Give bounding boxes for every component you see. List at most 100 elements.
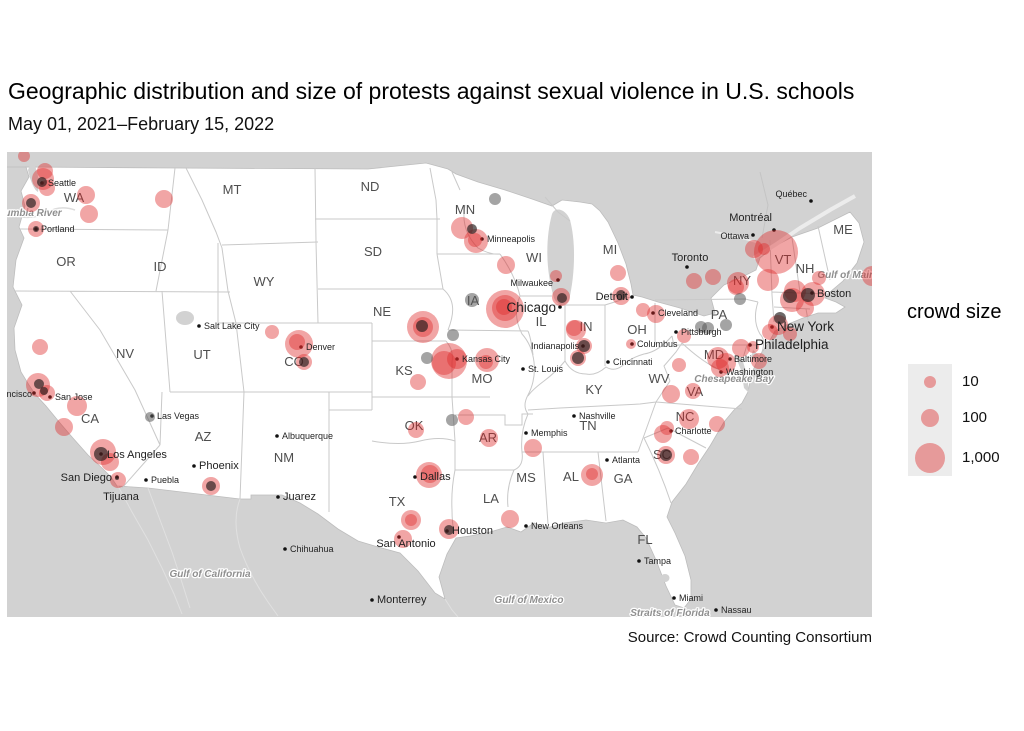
protest-bubble-red [685,383,701,399]
protest-bubble-red [492,295,518,321]
protest-bubble-red [732,339,750,357]
protest-bubble-red [566,320,582,336]
protest-bubble-red [285,330,313,358]
state-label: MT [223,182,242,197]
protest-bubble-red [636,303,650,317]
legend-body: 10 100 1,000 [905,338,1023,498]
city-label: Las Vegas [157,411,200,421]
city-label: Boston [817,288,851,300]
protest-bubble-red [451,217,473,239]
city-label: Detroit [596,291,628,303]
protest-bubble-red [410,374,426,390]
state-label: NY [733,273,751,288]
city-dot [144,478,148,482]
city-dot [192,464,196,468]
city-label: Memphis [531,428,568,438]
protest-bubble-red [401,510,421,530]
city-label: San Diego [61,472,112,484]
protest-bubble-red [18,152,30,162]
city-dot [558,305,562,309]
state-label: LA [483,491,499,506]
city-label: Seattle [48,178,76,188]
protest-bubble-red [80,205,98,223]
protest-bubble-red [716,353,736,373]
city-label: Miami [679,593,703,603]
city-dot [556,278,560,282]
city-label: San Antonio [376,538,435,550]
city-labels-layer: Seattle Portland Salt Lake City Las Vegas Sa… [7,178,851,615]
lake-michigan [547,209,575,305]
city-dot [748,343,752,347]
protest-bubble-red [747,341,759,353]
lake-okeechobee [660,574,670,582]
state-label: NH [796,261,815,276]
city-dot [809,199,813,203]
state-label: ND [361,179,380,194]
protest-bubble-red [754,230,798,274]
protest-bubble-red [745,240,763,258]
city-dot [283,547,287,551]
protest-bubble-dark [444,525,454,535]
city-label: Toronto [672,252,709,264]
map-border-layer [7,166,856,617]
city-dot [276,495,280,499]
city-label: Cleveland [658,308,698,318]
protest-bubble-red [757,269,779,291]
state-label: CA [81,411,99,426]
city-label: Denver [306,342,335,352]
state-label: NC [676,409,695,424]
protest-bubble-red [647,305,665,323]
protest-bubble-red [566,320,586,340]
city-dot [674,330,678,334]
protest-bubble-dark [578,340,590,352]
city-dot [669,429,673,433]
state-label: VT [775,252,792,267]
protest-bubble-dark [801,288,815,302]
protest-bubble-red [486,290,524,328]
state-label: WY [254,274,275,289]
protest-bubble-red [479,355,493,369]
ottawa-river [714,231,757,243]
city-label: Indianapolis [531,341,580,351]
protest-bubble-red [812,271,826,285]
protest-bubble-red [762,324,778,340]
legend-size-label: 1,000 [962,449,1000,466]
protest-bubble-red [862,266,872,286]
protest-bubble-red [610,265,626,281]
protest-bubble-dark [33,226,39,232]
city-dot [772,228,776,232]
city-label: Dallas [420,471,451,483]
protest-bubble-red [289,334,305,350]
city-dot [455,357,459,361]
city-label: Columbus [637,339,678,349]
protest-bubble-red [496,299,512,315]
protest-bubble-dark [660,449,672,461]
city-label: San Francisco [7,389,32,399]
city-label: New Orleans [531,521,584,531]
protest-bubble-red [796,299,814,317]
legend-title: crowd size [907,301,1002,323]
state-label: AL [563,469,579,484]
city-label: New York [777,319,834,334]
protest-bubble-red [672,358,686,372]
state-label: KS [395,363,413,378]
city-label: Minneapolis [487,234,536,244]
protest-bubble-red [709,416,725,432]
protest-bubble-red [421,465,439,483]
mexico-coastlines [117,485,459,617]
water-label: Gulf of Maine [817,270,872,281]
city-label: Atlanta [612,455,640,465]
protest-bubble-red [679,409,699,429]
protest-bubble-red [431,343,467,379]
protest-bubble-red [408,422,424,438]
water-label: Gulf of Mexico [495,595,564,606]
protest-bubble-red [524,439,542,457]
city-dot [728,357,732,361]
state-label: SD [364,244,382,259]
protest-bubble-dark [115,476,119,480]
city-label: Tijuana [103,491,140,503]
protest-bubble-red [480,429,498,447]
protest-bubble-gray [421,352,433,364]
city-label: Baltimore [734,354,772,364]
protest-bubble-red [711,359,729,377]
